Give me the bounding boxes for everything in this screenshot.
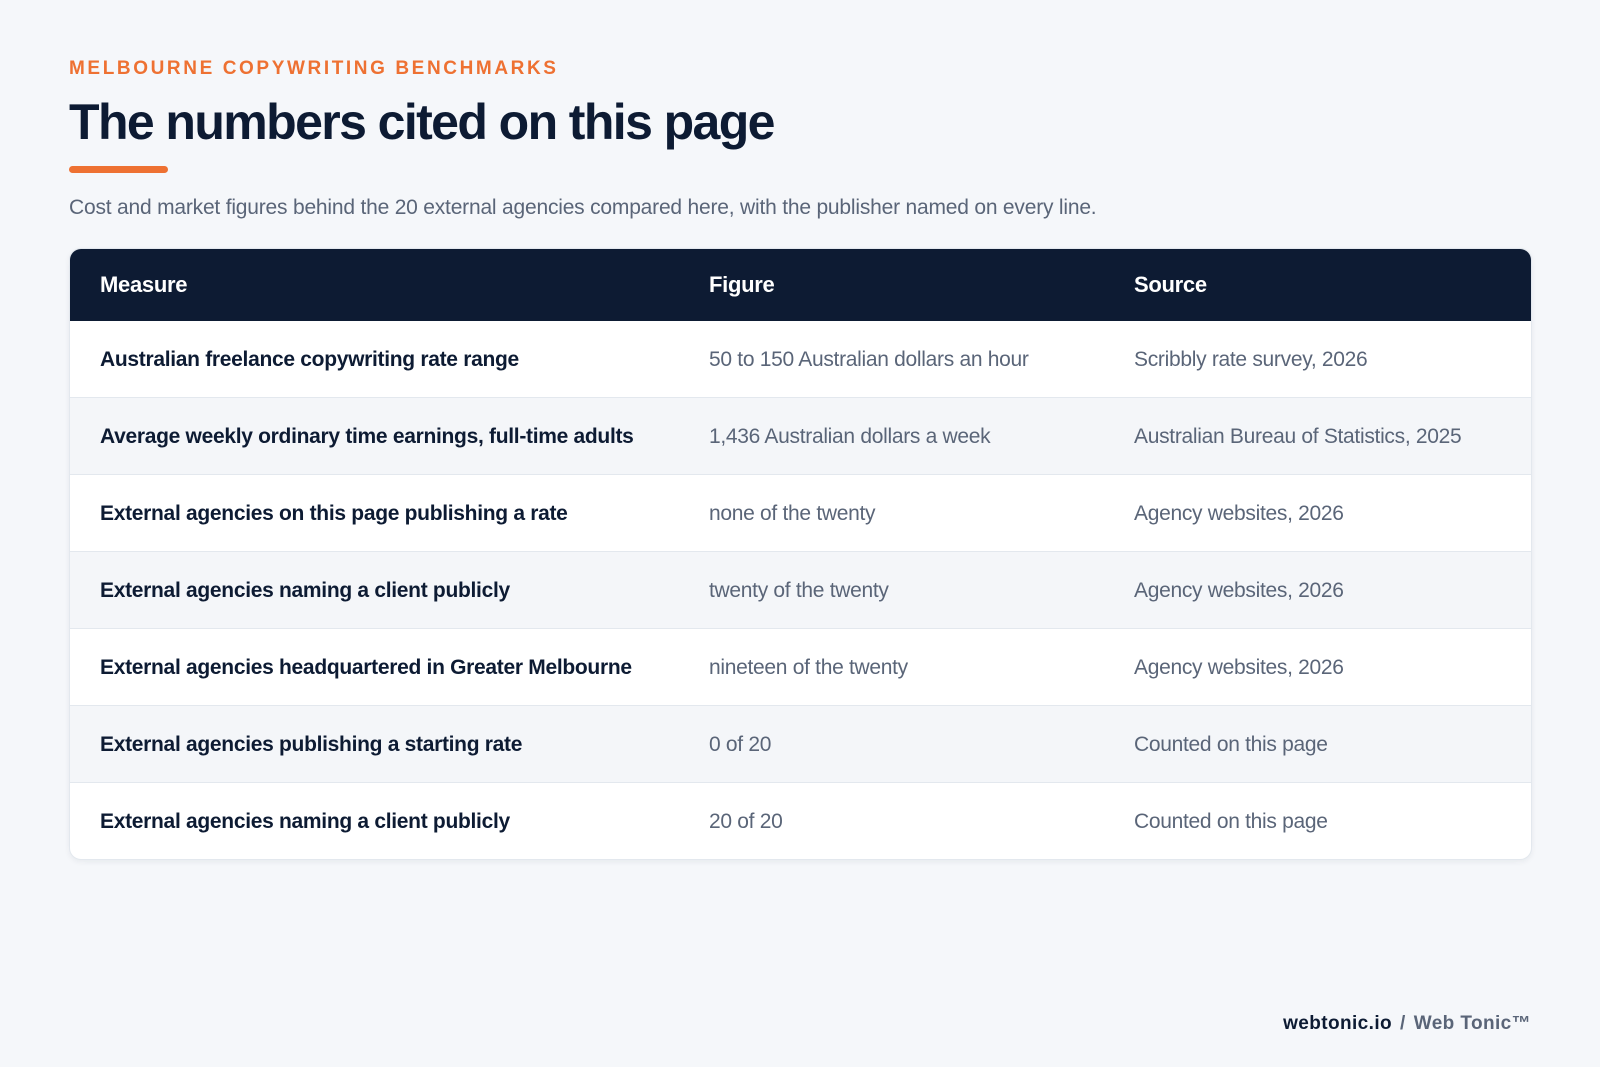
cell-figure: twenty of the twenty	[709, 579, 889, 602]
eyebrow-label: MELBOURNE COPYWRITING BENCHMARKS	[69, 58, 559, 79]
table-body: Australian freelance copywriting rate ra…	[70, 321, 1531, 859]
cell-measure: External agencies naming a client public…	[100, 579, 510, 602]
intro-text: Cost and market figures behind the 20 ex…	[69, 196, 1097, 219]
cell-measure: External agencies naming a client public…	[100, 810, 510, 833]
cell-measure: Australian freelance copywriting rate ra…	[100, 348, 519, 371]
cell-measure: External agencies on this page publishin…	[100, 502, 568, 525]
table-row: External agencies naming a client public…	[70, 551, 1531, 629]
cell-figure: 20 of 20	[709, 810, 783, 833]
cell-source: Scribbly rate survey, 2026	[1134, 348, 1368, 371]
cell-source: Counted on this page	[1134, 810, 1328, 833]
cell-figure: 0 of 20	[709, 733, 772, 756]
cell-source: Agency websites, 2026	[1134, 656, 1344, 679]
footer-separator: /	[1400, 1013, 1406, 1034]
cell-source: Agency websites, 2026	[1134, 579, 1344, 602]
column-header-figure: Figure	[709, 272, 775, 297]
benchmarks-table-card: Measure Figure Source Australian freelan…	[69, 248, 1532, 860]
column-header-measure: Measure	[100, 272, 188, 297]
footer-domain: webtonic.io	[1283, 1013, 1393, 1034]
table-header-row: Measure Figure Source	[70, 249, 1531, 321]
table-row: Average weekly ordinary time earnings, f…	[70, 397, 1531, 475]
cell-figure: nineteen of the twenty	[709, 656, 908, 679]
table-header: Measure Figure Source	[70, 249, 1531, 321]
footer-brand: Web Tonic™	[1413, 1013, 1531, 1034]
column-header-source: Source	[1134, 272, 1207, 297]
cell-source: Agency websites, 2026	[1134, 502, 1344, 525]
table-row: External agencies headquartered in Great…	[70, 628, 1531, 706]
cell-measure: External agencies headquartered in Great…	[100, 656, 632, 679]
cell-figure: 1,436 Australian dollars a week	[709, 425, 991, 448]
cell-measure: External agencies publishing a starting …	[100, 733, 523, 756]
cell-figure: 50 to 150 Australian dollars an hour	[709, 348, 1029, 371]
footer-credit: webtonic.io / Web Tonic™	[1283, 1013, 1531, 1035]
title-accent-bar	[69, 166, 168, 173]
table-row: External agencies on this page publishin…	[70, 474, 1531, 552]
cell-source: Counted on this page	[1134, 733, 1328, 756]
cell-source: Australian Bureau of Statistics, 2025	[1134, 425, 1462, 448]
benchmarks-table: Measure Figure Source Australian freelan…	[70, 249, 1531, 859]
page-title: The numbers cited on this page	[69, 94, 775, 150]
table-row: External agencies naming a client public…	[70, 782, 1531, 860]
table-row: External agencies publishing a starting …	[70, 705, 1531, 783]
table-row: Australian freelance copywriting rate ra…	[70, 321, 1531, 398]
cell-figure: none of the twenty	[709, 502, 876, 525]
cell-measure: Average weekly ordinary time earnings, f…	[100, 425, 634, 448]
